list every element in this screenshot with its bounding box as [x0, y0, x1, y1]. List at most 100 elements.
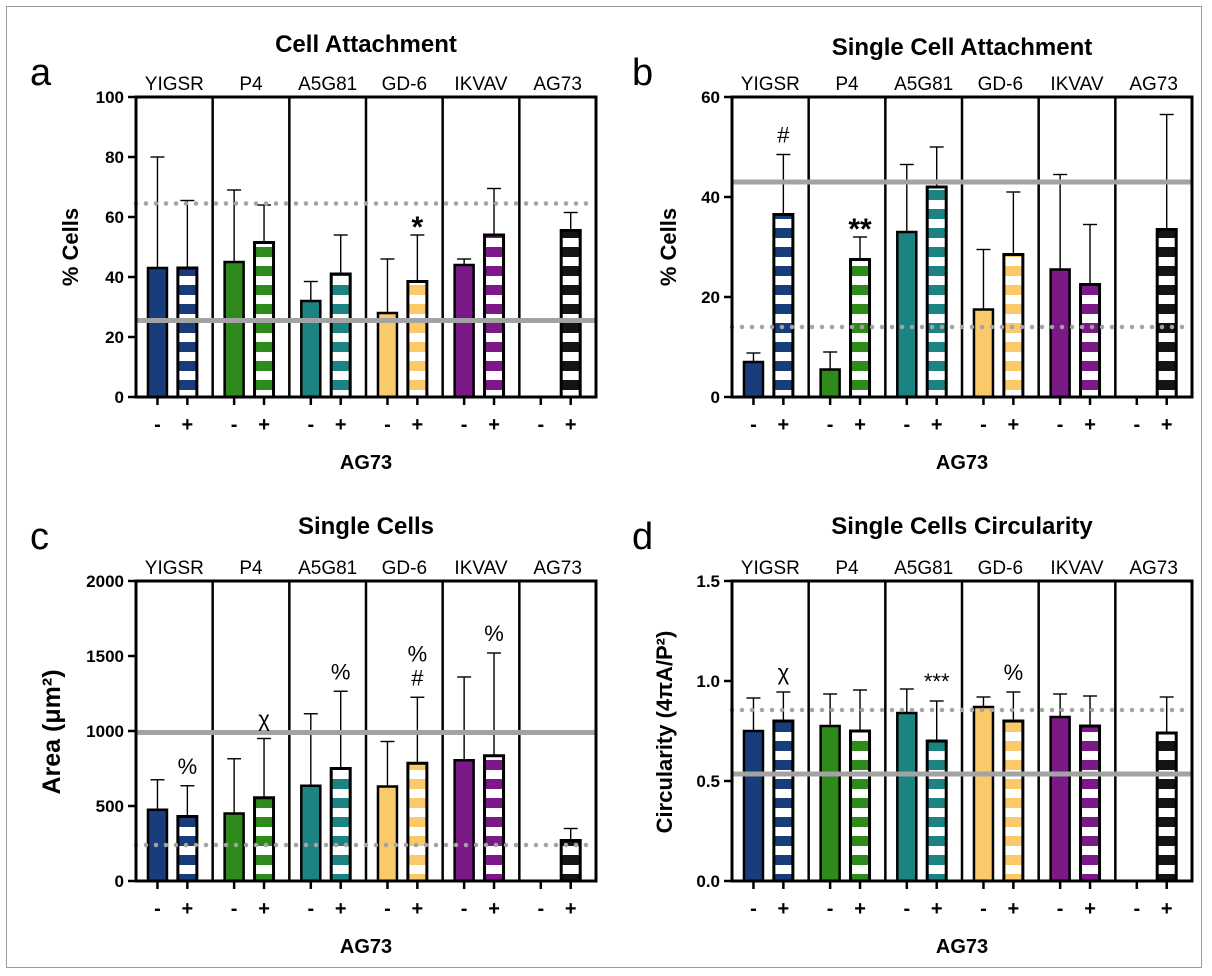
significance-marker: # [777, 123, 790, 148]
bar-yigsr-minus [742, 729, 765, 883]
bar-gd-6-plus [406, 761, 429, 883]
condition-label-minus: - [750, 898, 757, 920]
condition-label-plus: + [335, 898, 347, 920]
group-label-ag73: AG73 [533, 558, 582, 579]
y-tick-label-d: 1.5 [696, 572, 720, 591]
group-label-ag73: AG73 [1129, 74, 1178, 95]
plot-frame-a [134, 95, 598, 399]
bar-ikvav-minus [1049, 268, 1071, 399]
group-label-gd-6: GD-6 [382, 74, 427, 95]
condition-label-minus: - [980, 414, 987, 436]
y-tick-label-c: 2000 [86, 572, 124, 591]
condition-label-plus: + [778, 898, 790, 920]
bar-yigsr-plus [772, 213, 795, 399]
condition-label-plus: + [931, 414, 943, 436]
condition-label-minus: - [154, 414, 161, 436]
condition-label-minus: - [1133, 898, 1140, 920]
significance-marker: # [411, 665, 424, 690]
group-label-gd-6: GD-6 [382, 558, 427, 579]
panel-a: a Cell Attachment % Cells AG73 [30, 31, 457, 474]
bar-ikvav-minus [453, 759, 475, 883]
panel-d: d Single Cells Circularity Circularity (… [632, 513, 1093, 958]
bar-p4-plus [253, 796, 276, 883]
significance-marker: * [412, 211, 424, 244]
significance-marker: *** [924, 669, 950, 694]
condition-label-minus: - [750, 414, 757, 436]
y-tick-label-b: 20 [701, 288, 720, 307]
bar-a5g81-plus [925, 739, 948, 883]
condition-label-minus: - [384, 414, 391, 436]
group-label-yigsr: YIGSR [741, 74, 800, 95]
condition-label-plus: + [488, 898, 500, 920]
condition-label-plus: + [182, 414, 194, 436]
group-label-ikvav: IKVAV [1050, 74, 1103, 95]
significance-marker: χ [778, 660, 790, 685]
chart-title-c: Single Cells [298, 513, 434, 540]
bar-gd-6-minus [972, 705, 995, 883]
y-tick-label-b: 40 [701, 188, 720, 207]
condition-label-plus: + [854, 414, 866, 436]
bar-ikvav-plus [483, 754, 506, 883]
condition-label-minus: - [307, 414, 314, 436]
bar-yigsr-minus [742, 360, 765, 399]
condition-label-minus: - [980, 898, 987, 920]
y-tick-label-d: 0.0 [696, 872, 720, 891]
bar-p4-minus [223, 812, 245, 883]
panel-b: b Single Cell Attachment % Cells AG73 [632, 34, 1092, 474]
figure-frame [6, 6, 1202, 968]
group-label-ikvav: IKVAV [454, 74, 507, 95]
y-tick-label-b: 0 [711, 388, 720, 407]
plot-frame-c [134, 579, 598, 883]
condition-label-minus: - [1057, 414, 1064, 436]
y-tick-label-a: 0 [115, 388, 124, 407]
condition-label-minus: - [384, 898, 391, 920]
condition-label-minus: - [1057, 898, 1064, 920]
chart-title-b: Single Cell Attachment [832, 34, 1092, 61]
y-tick-label-a: 100 [96, 88, 124, 107]
significance-marker: % [178, 754, 198, 779]
y-tick-label-a: 80 [105, 148, 124, 167]
y-tick-label-a: 60 [105, 208, 124, 227]
condition-label-plus: + [1161, 414, 1173, 436]
group-label-yigsr: YIGSR [145, 558, 204, 579]
y-tick-label-d: 1.0 [696, 672, 720, 691]
significance-marker: % [1004, 660, 1024, 685]
x-axis-label-a: AG73 [340, 452, 392, 474]
y-tick-label-c: 1500 [86, 647, 124, 666]
condition-label-plus: + [778, 414, 790, 436]
bar-gd-6-plus [1002, 719, 1025, 883]
significance-marker: χ [258, 707, 270, 732]
group-label-a5g81: A5G81 [298, 558, 357, 579]
bar-yigsr-plus [176, 266, 199, 399]
y-axis-label-c: Area (μm²) [38, 669, 66, 794]
plot-frame-d [730, 579, 1194, 883]
panel-c: c Single Cells Area (μm²) AG73 [30, 513, 434, 958]
condition-label-plus: + [258, 898, 270, 920]
bar-yigsr-plus [772, 719, 795, 883]
plot-frame-b [730, 95, 1194, 399]
bar-gd-6-plus [406, 280, 429, 399]
group-label-yigsr: YIGSR [145, 74, 204, 95]
bar-ikvav-minus [1049, 715, 1071, 883]
bar-a5g81-minus [896, 711, 918, 883]
group-label-ag73: AG73 [1129, 558, 1178, 579]
bar-yigsr-minus [146, 266, 169, 399]
bar-gd-6-minus [376, 785, 399, 883]
bar-a5g81-plus [329, 272, 352, 399]
condition-label-minus: - [827, 414, 834, 436]
significance-marker: % [408, 641, 428, 666]
bar-ag73-plus [559, 229, 582, 399]
bar-ag73-plus [1155, 228, 1178, 399]
y-tick-label-c: 1000 [86, 722, 124, 741]
chart-title-d: Single Cells Circularity [831, 513, 1093, 540]
group-label-p4: P4 [835, 74, 859, 95]
bar-p4-minus [819, 368, 841, 399]
condition-label-plus: + [412, 898, 424, 920]
condition-label-minus: - [231, 898, 238, 920]
panel-label-b: b [632, 52, 653, 94]
bar-p4-minus [223, 260, 245, 399]
bar-a5g81-plus [329, 767, 352, 883]
group-label-p4: P4 [835, 558, 859, 579]
